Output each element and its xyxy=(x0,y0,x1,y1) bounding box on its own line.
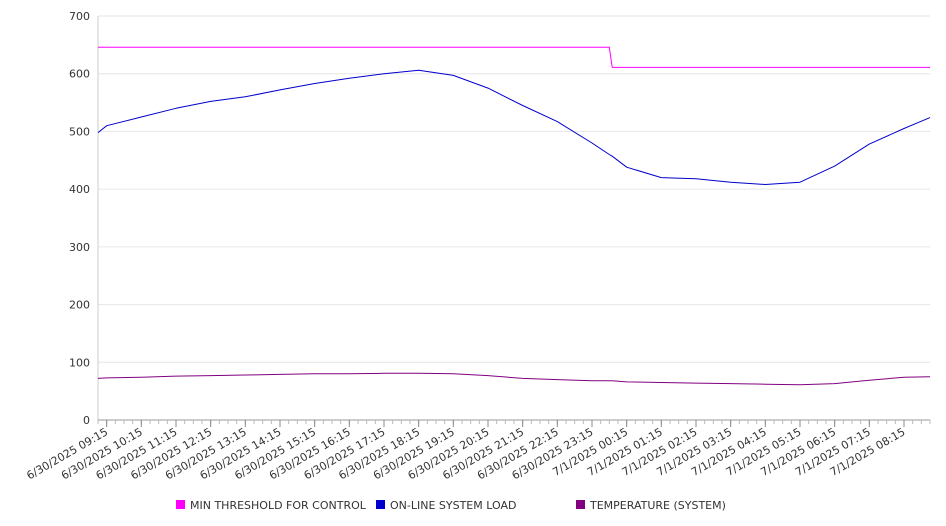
series-line-3 xyxy=(97,372,931,386)
legend-label: TEMPERATURE (SYSTEM) xyxy=(589,499,726,512)
series-line-1 xyxy=(98,46,930,68)
y-axis: 0 100 200 300 400 500 600 700 xyxy=(69,10,90,427)
legend-swatch xyxy=(376,500,385,509)
legend-swatch xyxy=(576,500,585,509)
y-tick-label: 100 xyxy=(69,356,90,369)
series-line-2 xyxy=(97,69,931,185)
y-tick-label: 300 xyxy=(69,241,90,254)
legend-label: ON-LINE SYSTEM LOAD xyxy=(390,499,516,512)
y-tick-label: 200 xyxy=(69,299,90,312)
y-tick-label: 600 xyxy=(69,68,90,81)
grid-lines xyxy=(98,15,930,421)
y-tick-label: 0 xyxy=(83,414,90,427)
x-axis: 6/30/2025 09:156/30/2025 10:156/30/2025 … xyxy=(24,16,931,482)
legend-swatch xyxy=(176,500,185,509)
y-tick-label: 400 xyxy=(69,183,90,196)
legend: MIN THRESHOLD FOR CONTROL ON-LINE SYSTEM … xyxy=(176,499,726,512)
y-tick-label: 500 xyxy=(69,125,90,138)
y-tick-label: 700 xyxy=(69,10,90,23)
series-lines xyxy=(97,46,931,386)
legend-label: MIN THRESHOLD FOR CONTROL xyxy=(190,499,367,512)
